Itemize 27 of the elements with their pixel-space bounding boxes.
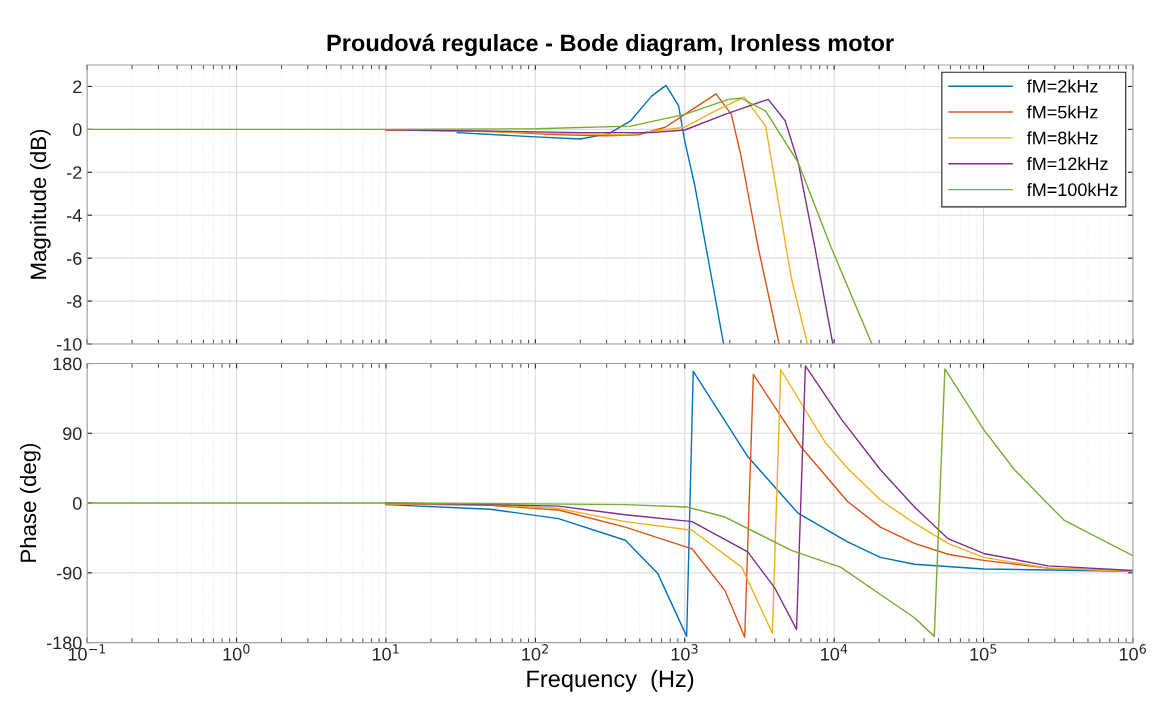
x-tick-label: 10$^{0}$ — [223, 644, 250, 661]
x-axis-title: Frequency (Hz) — [527, 669, 694, 692]
legend-label: fM=8kHz — [1026, 131, 1098, 145]
y-tick-label: -6 — [67, 252, 82, 265]
y-tick-label: 90 — [63, 427, 82, 441]
y-tick-label: -4 — [67, 209, 82, 222]
x-tick-label: 10$^{5}$ — [970, 644, 997, 661]
y-axis-title: Phase (deg) — [19, 443, 41, 562]
y-tick-label: 0 — [72, 497, 82, 510]
y-tick-label: 2 — [73, 80, 82, 93]
y-tick-label: 180 — [53, 357, 82, 371]
chart-title: Proudová regulace - Bode diagram, Ironless motor — [327, 33, 894, 57]
y-tick-label: 0 — [72, 123, 82, 137]
y-axis-title: Magnitude (dB) — [29, 129, 51, 279]
y-tick-label: -8 — [67, 295, 82, 308]
x-tick-label: 10$^{2}$ — [522, 644, 548, 661]
legend-label: fM=100kHz — [1026, 182, 1118, 197]
x-tick-label: 10$^{3}$ — [671, 644, 698, 661]
x-tick-label: 10$^{6}$ — [1119, 644, 1147, 661]
y-tick-label: -2 — [67, 166, 82, 179]
x-tick-label: 10$^{1}$ — [372, 644, 399, 661]
x-tick-label: 10$^{4}$ — [821, 644, 848, 661]
legend-label: fM=12kHz — [1026, 157, 1108, 171]
legend-label: fM=5kHz — [1026, 105, 1098, 119]
legend-label: fM=2kHz — [1026, 79, 1098, 93]
y-tick-label: -90 — [57, 566, 82, 580]
y-tick-label: -10 — [57, 337, 82, 351]
